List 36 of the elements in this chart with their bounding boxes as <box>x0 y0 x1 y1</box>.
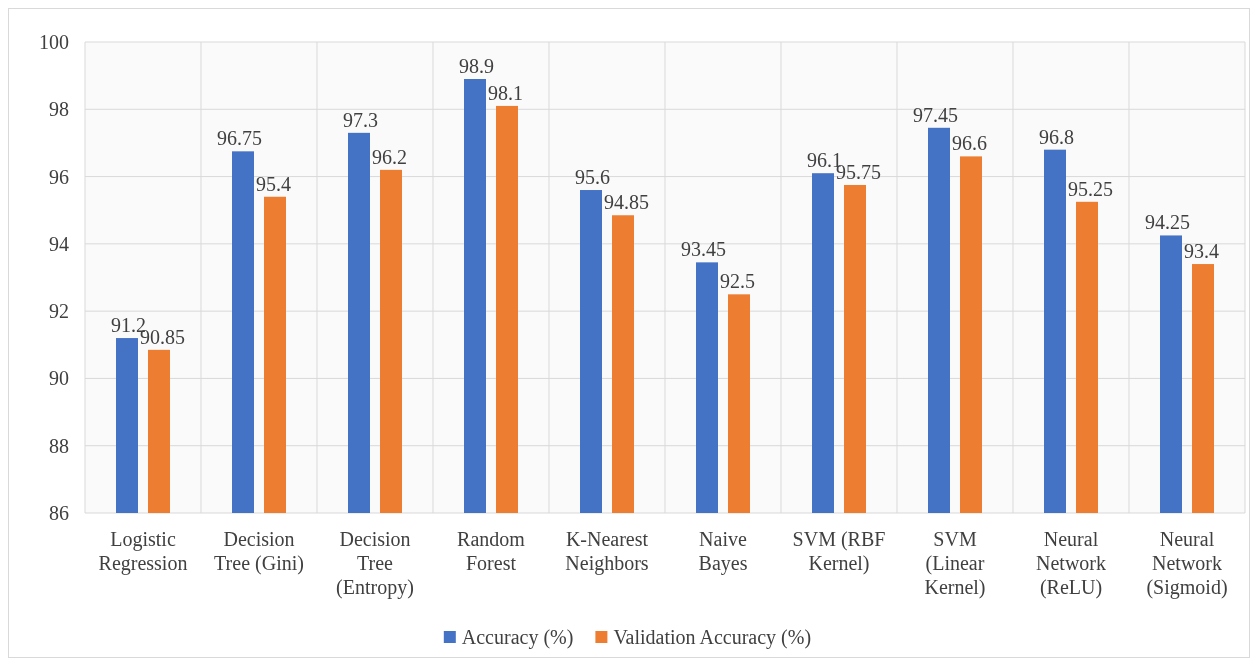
data-label: 95.4 <box>256 172 291 195</box>
data-label: 96.2 <box>372 145 407 168</box>
data-label: 98.1 <box>488 81 523 104</box>
y-tick-label: 88 <box>49 434 69 457</box>
data-label: 96.8 <box>1039 125 1074 148</box>
x-tick-label: SVM (Linear Kernel) <box>924 528 986 599</box>
x-tick-label: Random Forest <box>457 528 526 574</box>
data-label: 98.9 <box>459 55 494 78</box>
x-tick-label: Logistic Regression <box>98 528 188 575</box>
legend-label: Validation Accuracy (%) <box>613 626 812 649</box>
y-tick-label: 92 <box>49 300 69 323</box>
data-label: 97.3 <box>343 108 378 131</box>
y-tick-label: 86 <box>49 502 69 524</box>
y-tick-label: 90 <box>49 367 69 390</box>
data-label: 94.25 <box>1145 211 1190 234</box>
x-tick-label: Naive Bayes <box>698 528 748 575</box>
x-tick-label: Neural Network (Sigmoid) <box>1146 528 1228 599</box>
data-label: 94.85 <box>604 191 649 214</box>
data-label: 93.4 <box>1184 240 1219 263</box>
y-tick-label: 96 <box>49 165 69 188</box>
y-tick-label: 98 <box>49 98 69 121</box>
data-label: 97.45 <box>913 103 958 126</box>
x-tick-label: K-Nearest Neighbors <box>565 528 649 575</box>
legend-label: Accuracy (%) <box>461 626 574 649</box>
y-tick-label: 94 <box>49 232 69 255</box>
data-label: 93.45 <box>681 238 726 261</box>
x-tick-label: Decision Tree (Gini) <box>214 528 304 575</box>
data-label: 95.25 <box>1068 177 1113 200</box>
x-tick-label: SVM (RBF Kernel) <box>792 528 886 575</box>
x-tick-label: Decision Tree (Entropy) <box>336 528 414 599</box>
x-tick-label: Neural Network (ReLU) <box>1036 528 1106 599</box>
y-tick-label: 100 <box>39 31 69 53</box>
data-label: 96.6 <box>952 132 987 155</box>
data-label: 92.5 <box>720 270 755 293</box>
data-label: 96.75 <box>217 127 262 150</box>
data-label: 95.6 <box>575 166 610 189</box>
